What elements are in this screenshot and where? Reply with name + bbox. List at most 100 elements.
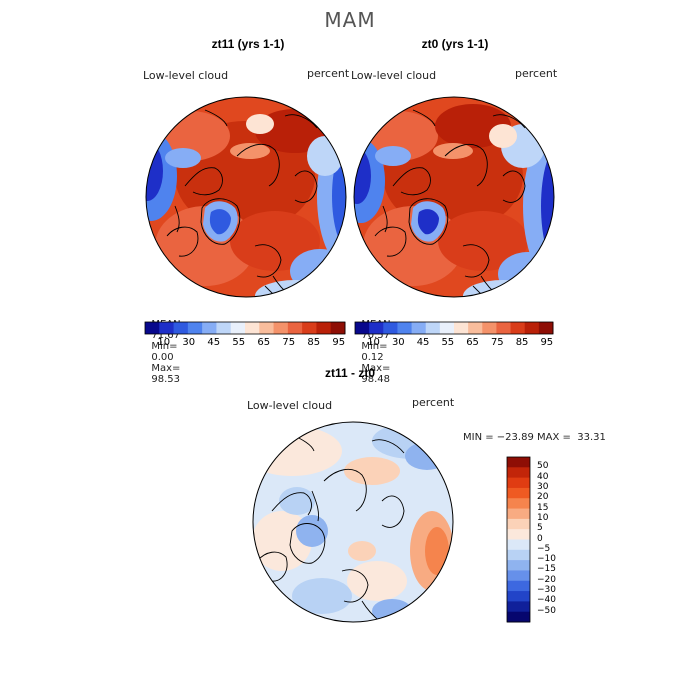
panel2-colorbar (354, 321, 554, 335)
panel1-colorbar-swatch (273, 322, 289, 334)
panel2-max-label: Max= (361, 363, 391, 374)
panel2-colorbar-swatch (397, 322, 413, 334)
diff-colorbar-swatch (507, 601, 530, 613)
diff-colorbar-label: −15 (537, 564, 556, 575)
panel2-colorbar-swatch (524, 322, 540, 334)
panel2-min-label: Min= (361, 341, 388, 352)
panel1-colorbar-swatch (245, 322, 260, 334)
panel1-colorbar-swatch (145, 322, 160, 334)
diff-colorbar-swatch (507, 457, 530, 468)
diff-units: percent (412, 396, 455, 409)
panel1-colorbar-swatch (316, 322, 332, 334)
panel1-max-label: Max= (151, 363, 181, 374)
panel1-min-label: Min= (151, 341, 178, 352)
diff-colorbar-label: −20 (537, 574, 556, 585)
panel1-colorbar-tick: 30 (182, 337, 196, 348)
panel1-colorbar-swatch (187, 322, 203, 334)
diff-colorbar-swatch (507, 518, 530, 530)
diff-colorbar-swatch (507, 570, 530, 582)
diff-colorbar-label: −5 (537, 543, 551, 554)
diff-map (252, 421, 454, 623)
panel1-map (145, 96, 347, 298)
diff-colorbar-label: 30 (537, 481, 549, 492)
diff-colorbar-label: −50 (537, 605, 556, 616)
diff-variable: Low-level cloud (247, 399, 333, 412)
diff-colorbar-swatch (507, 467, 530, 479)
diff-colorbar-swatch (507, 539, 530, 551)
diff-colorbar-label: 15 (537, 502, 549, 513)
panel1-mean: 71.67 (151, 330, 180, 341)
panel2-colorbar-tick: 75 (490, 337, 504, 348)
panel2-colorbar-tick: 10 (367, 337, 380, 348)
panel2-max: 98.48 (361, 374, 390, 385)
diff-colorbar-label: 5 (537, 523, 543, 534)
panel1-colorbar (144, 321, 346, 335)
panel2-colorbar-swatch (355, 322, 370, 334)
diff-colorbar-swatch (507, 487, 530, 499)
panel2-map (353, 96, 555, 298)
panel2-colorbar-swatch (468, 322, 483, 334)
panel1-colorbar-swatch (216, 322, 232, 334)
panel1-title: zt11 (yrs 1-1) (211, 37, 285, 51)
panel2-colorbar-swatch (496, 322, 512, 334)
panel1-colorbar-tick: 10 (157, 337, 171, 348)
diff-colorbar-label: 0 (537, 533, 543, 544)
panel2-colorbar-tick: 45 (416, 337, 430, 348)
panel1-units: percent (307, 67, 350, 80)
diff-colorbar-swatch (507, 611, 530, 623)
panel2-title: zt0 (yrs 1-1) (421, 37, 489, 51)
panel1-colorbar-swatch (302, 322, 317, 334)
diff-title: zt11 - zt0 (324, 366, 375, 380)
panel2-colorbar-swatch (538, 322, 554, 334)
panel1-colorbar-tick: 95 (332, 337, 346, 348)
diff-colorbar-label: 20 (537, 492, 549, 503)
panel1-max: 98.53 (151, 374, 180, 385)
panel1-colorbar-tick: 85 (307, 337, 321, 348)
panel1-min: 0.00 (151, 352, 174, 363)
panel1-variable: Low-level cloud (143, 69, 229, 82)
panel2-colorbar-swatch (425, 322, 441, 334)
panel2-colorbar-tick: 65 (466, 337, 479, 348)
panel1-colorbar-swatch (202, 322, 217, 334)
panel2-colorbar-swatch (482, 322, 497, 334)
diff-colorbar-label: −10 (537, 554, 556, 565)
panel2-colorbar-swatch (411, 322, 427, 334)
panel2-colorbar-swatch (439, 322, 455, 334)
panel2-colorbar-swatch (383, 322, 398, 334)
panel1-colorbar-tick: 45 (207, 337, 221, 348)
diff-colorbar-label: 50 (537, 461, 549, 472)
panel2-units: percent (515, 67, 558, 80)
panel1-colorbar-swatch (159, 322, 175, 334)
panel2-variable: Low-level cloud (351, 69, 437, 82)
panel1-colorbar-ticks: 10 30 45 55 65 75 85 95 (145, 337, 345, 349)
panel1-colorbar-swatch (330, 322, 346, 334)
diff-colorbar (506, 456, 531, 623)
panel2-colorbar-tick: 30 (391, 337, 405, 348)
diff-colorbar-swatch (507, 477, 530, 489)
diff-colorbar-label: −30 (537, 585, 556, 596)
panel1-colorbar-swatch (259, 322, 275, 334)
diff-range: MIN = −23.89 MAX = 33.31 (463, 432, 606, 443)
panel1-colorbar-tick: 75 (282, 337, 296, 348)
figure-season-title: MAM (324, 8, 376, 32)
panel2-colorbar-tick: 55 (441, 337, 455, 348)
panel2-colorbar-swatch (510, 322, 526, 334)
diff-colorbar-label: 40 (537, 471, 549, 482)
diff-colorbar-swatch (507, 498, 530, 510)
panel2-min: 0.12 (361, 352, 384, 363)
panel1-colorbar-swatch (173, 322, 189, 334)
panel1-colorbar-tick: 65 (257, 337, 271, 348)
panel2-colorbar-swatch (454, 322, 469, 334)
diff-colorbar-swatch (507, 529, 530, 540)
diff-colorbar-label: −40 (537, 595, 556, 606)
diff-colorbar-labels: 50 40 30 20 15 10 5 0 −5 −10 −15 −20 −30 −40 −50 (537, 457, 577, 622)
panel1-colorbar-swatch (287, 322, 303, 334)
diff-colorbar-swatch (507, 591, 530, 602)
panel2-colorbar-tick: 85 (515, 337, 529, 348)
diff-colorbar-swatch (507, 508, 530, 520)
panel2-colorbar-ticks: 10 30 45 55 65 75 85 95 (355, 337, 553, 349)
panel2-mean: 70.57 (361, 330, 390, 341)
diff-colorbar-label: 10 (537, 512, 549, 523)
diff-colorbar-swatch (507, 549, 530, 561)
diff-colorbar-swatch (507, 580, 530, 592)
